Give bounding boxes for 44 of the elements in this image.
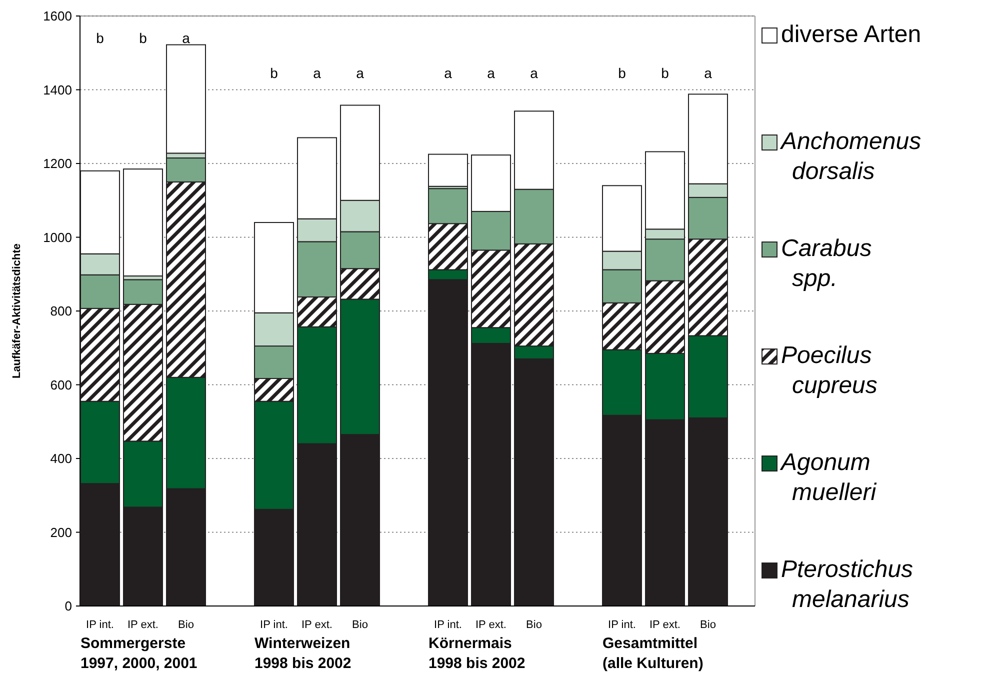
legend-label: Anchomenus dorsalis [779,128,922,185]
legend-label: Pterostichus melanarius [781,556,914,613]
y-tick-label: 1600 [43,8,72,24]
annotation: a [530,65,538,81]
x-tick-label: Bio [178,619,194,631]
annotation: b [661,65,670,81]
legend-label: Carabus spp. [781,235,872,292]
x-tick-label: IP int. [434,619,462,631]
x-tick-label: IP ext. [476,619,506,631]
y-tick-label: 1400 [43,82,72,98]
text: Winterweizen 1998 bis 2002 [254,635,352,672]
y-tick-label: 400 [50,451,72,466]
legend-label: Poecilus cupreus [781,342,878,399]
y-tick-label: 200 [50,524,72,540]
annotation: a [704,65,712,81]
x-tick-label: Bio [352,619,368,631]
legend-label: diverse Arten [781,21,922,48]
x-tick-label: IP int. [608,619,636,631]
legend-label: Agonum muelleri [779,449,877,506]
y-axis-title: Laufkäfer-Aktivitätsdichte [11,243,23,379]
annotation: a [487,65,496,81]
x-tick-label: IP ext. [302,619,332,631]
x-tick-label: IP int. [260,619,288,631]
y-tick-label: 600 [50,377,72,392]
text: Gesamtmittel (alle Kulturen) [602,635,704,672]
y-tick-label: 0 [64,598,72,614]
annotation: a [182,30,190,46]
text: Körnermais 1998 bis 2002 [428,635,526,672]
x-tick-label: IP ext. [650,619,680,631]
annotation: a [356,65,364,81]
y-tick-label: 800 [50,304,72,319]
x-tick-label: Bio [700,619,716,631]
x-tick-label: Bio [526,619,542,631]
y-tick-label: 1000 [43,230,72,245]
y-tick-label: 1200 [43,156,72,172]
x-tick-label: IP int. [86,619,114,631]
text: Sommergerste 1997, 2000, 2001 [80,635,198,672]
annotation: a [444,65,452,81]
annotation: b [270,65,278,81]
x-tick-label: IP ext. [128,619,158,631]
annotation: b [139,30,148,46]
annotation: b [618,65,626,81]
annotation: a [313,65,322,81]
annotation: b [96,30,104,46]
